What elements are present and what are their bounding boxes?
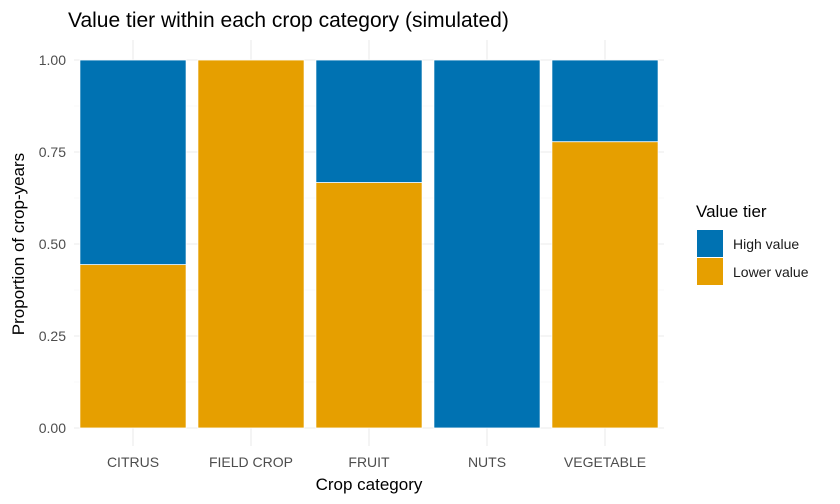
legend-title: Value tier <box>696 202 767 221</box>
x-tick-label: NUTS <box>468 454 506 470</box>
x-tick-label: FIELD CROP <box>209 454 293 470</box>
bar-segment <box>315 59 423 183</box>
x-tick-label: VEGETABLE <box>564 454 646 470</box>
legend-label: High value <box>733 236 799 252</box>
y-tick-label: 0.75 <box>39 144 66 160</box>
y-tick-label: 1.00 <box>39 52 66 68</box>
y-tick-label: 0.50 <box>39 236 66 252</box>
bar-segment <box>315 182 423 429</box>
bar-segment <box>79 264 187 429</box>
y-tick-label: 0.00 <box>39 420 66 436</box>
y-axis-ticks: 0.00 0.25 0.50 0.75 1.00 <box>39 52 66 436</box>
bar-segment <box>433 59 541 429</box>
x-tick-label: FRUIT <box>348 454 390 470</box>
legend-swatch <box>697 230 723 257</box>
bar-segment <box>551 59 659 143</box>
bars <box>79 59 659 429</box>
legend-swatch <box>697 258 723 285</box>
legend: Value tier High value Lower value <box>696 202 809 285</box>
x-axis-ticks: CITRUS FIELD CROP FRUIT NUTS VEGETABLE <box>107 454 646 470</box>
bar-segment <box>79 59 187 266</box>
bar-segment <box>551 141 659 429</box>
y-tick-label: 0.25 <box>39 328 66 344</box>
x-tick-label: CITRUS <box>107 454 159 470</box>
bar-segment <box>197 59 305 429</box>
chart-title: Value tier within each crop category (si… <box>68 9 509 32</box>
legend-label: Lower value <box>733 264 809 280</box>
x-axis-title: Crop category <box>316 475 423 494</box>
y-axis-title: Proportion of crop-years <box>9 153 28 335</box>
